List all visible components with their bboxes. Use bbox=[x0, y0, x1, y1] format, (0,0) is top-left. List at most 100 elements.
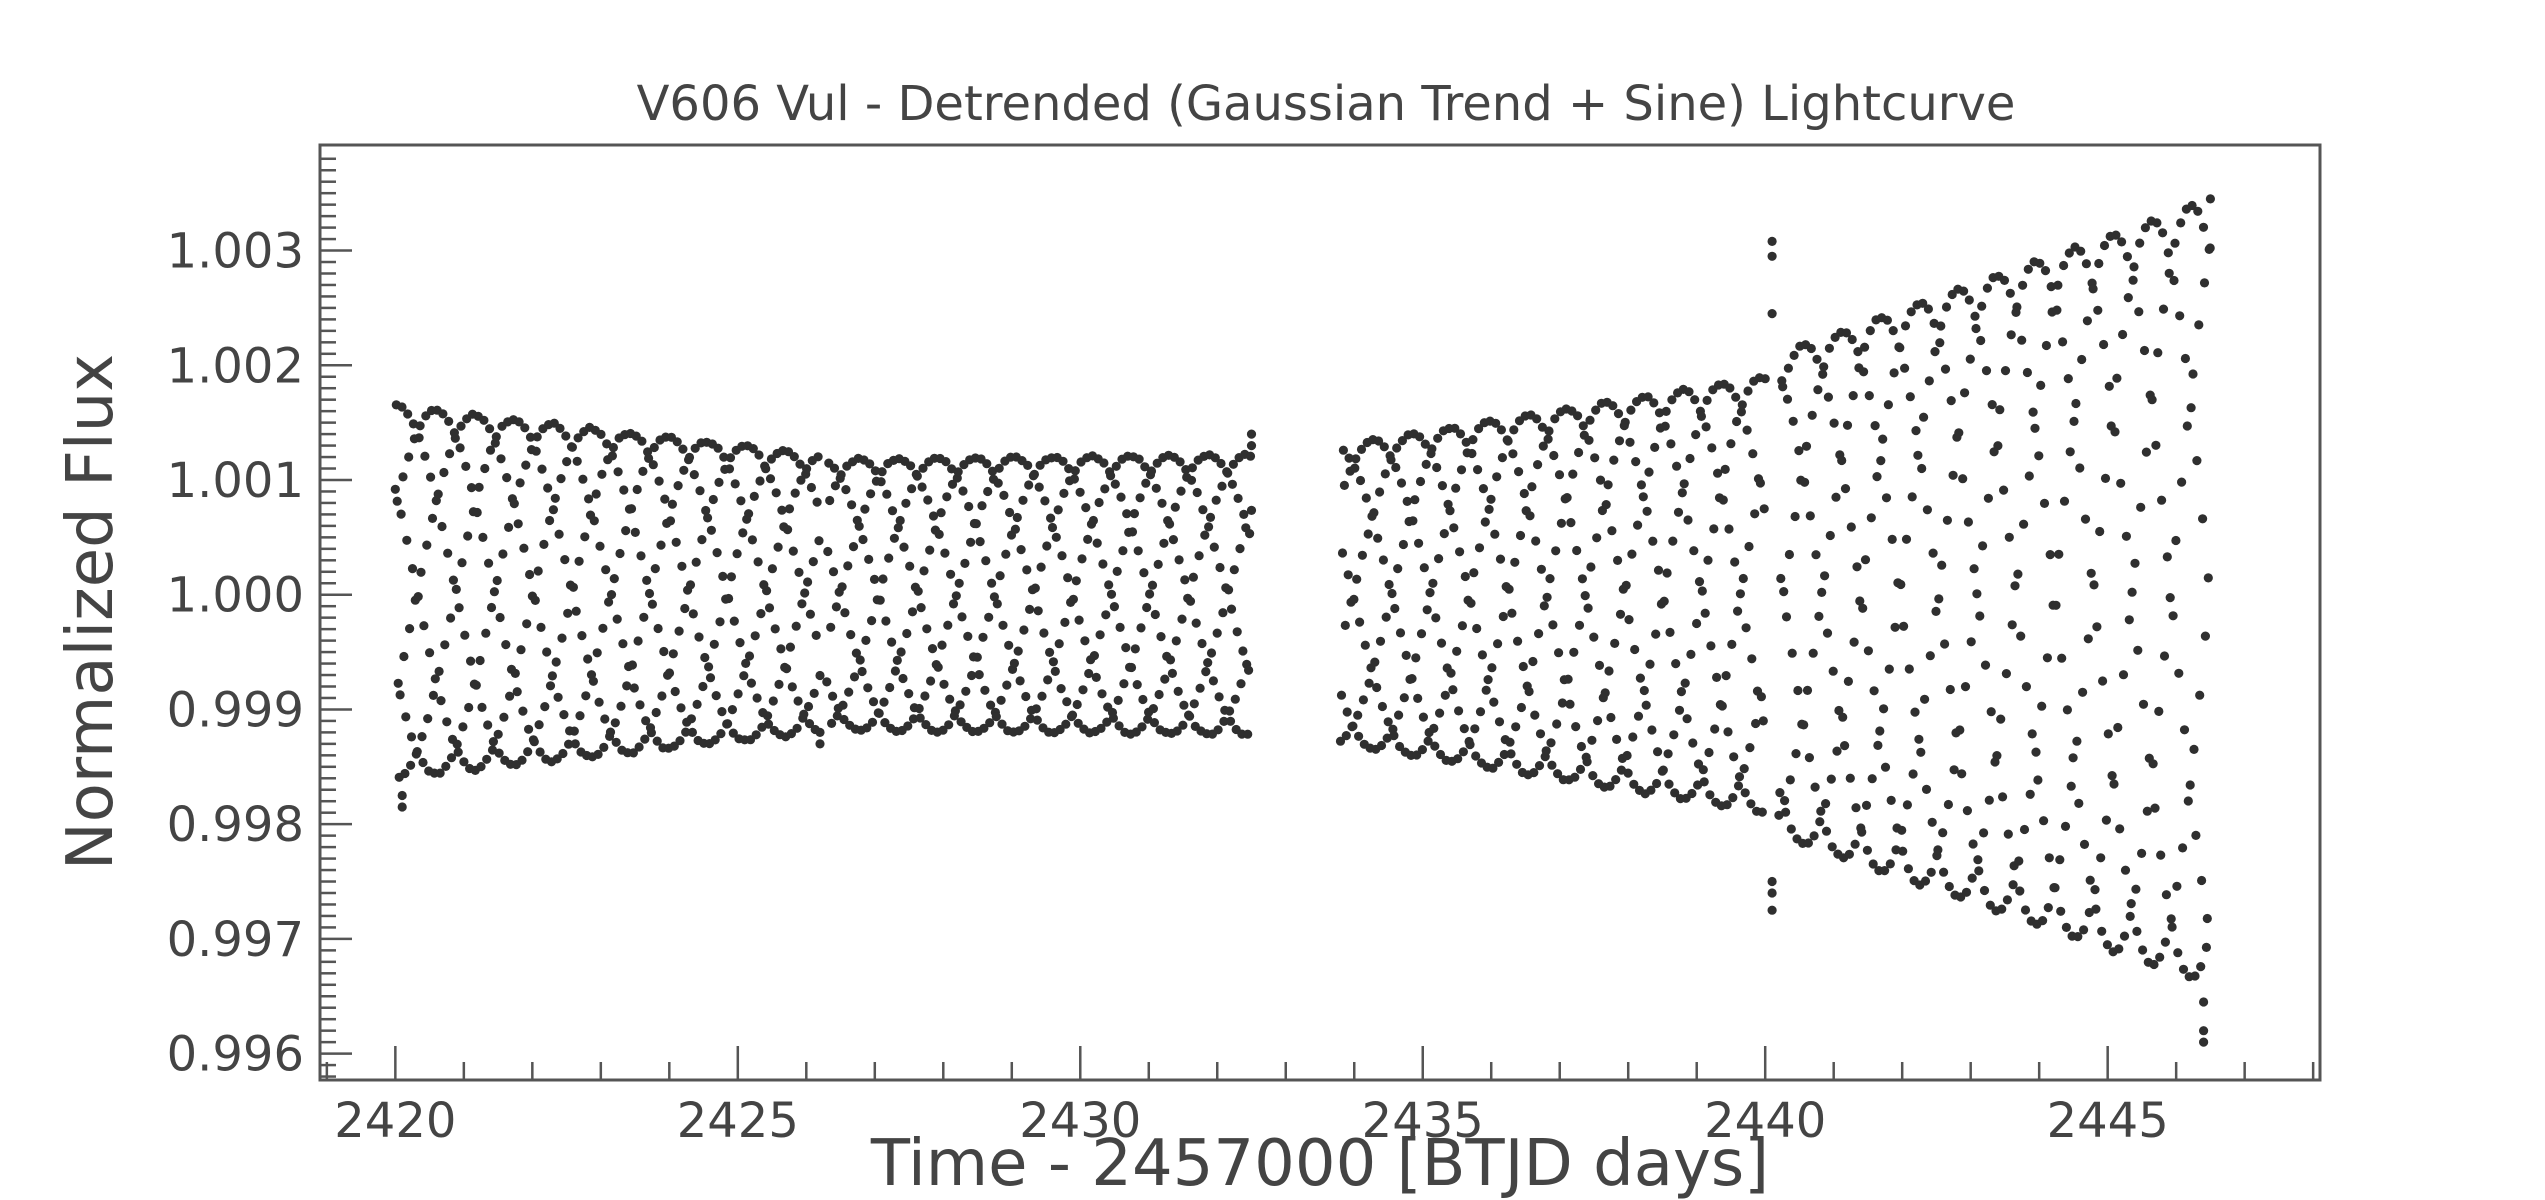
data-point bbox=[1758, 716, 1768, 726]
data-point bbox=[1918, 298, 1928, 308]
data-point bbox=[1920, 694, 1930, 704]
data-point bbox=[1748, 449, 1758, 459]
data-point bbox=[1970, 311, 1980, 321]
data-point bbox=[971, 519, 981, 529]
data-point bbox=[1245, 451, 1256, 461]
data-point bbox=[714, 477, 724, 487]
data-point bbox=[1355, 617, 1365, 627]
data-point bbox=[2200, 631, 2210, 641]
data-point bbox=[1615, 609, 1626, 619]
data-point bbox=[1387, 588, 1397, 599]
data-point bbox=[1539, 601, 1549, 611]
data-point bbox=[1335, 736, 1346, 746]
data-point bbox=[665, 516, 676, 526]
data-point bbox=[1821, 799, 1831, 809]
data-point bbox=[1793, 685, 1803, 696]
data-point bbox=[1370, 657, 1380, 667]
data-point bbox=[1516, 702, 1526, 713]
data-point bbox=[885, 682, 895, 693]
data-point bbox=[2001, 669, 2011, 679]
data-point bbox=[2012, 302, 2022, 312]
data-point bbox=[1337, 548, 1348, 558]
data-point bbox=[629, 683, 639, 693]
data-point bbox=[1378, 555, 1388, 565]
data-point bbox=[1884, 664, 1894, 674]
data-point bbox=[1587, 735, 1597, 745]
data-point bbox=[1206, 648, 1217, 658]
data-point bbox=[1062, 697, 1072, 707]
data-point bbox=[1860, 342, 1870, 352]
data-point bbox=[1923, 304, 1933, 314]
data-point bbox=[2013, 569, 2023, 579]
data-point bbox=[865, 459, 875, 469]
data-point bbox=[569, 726, 579, 736]
data-point bbox=[953, 467, 963, 477]
data-point bbox=[559, 710, 569, 720]
data-point bbox=[1024, 480, 1034, 490]
data-point bbox=[1047, 522, 1058, 533]
data-point bbox=[966, 537, 976, 547]
data-point bbox=[1676, 687, 1686, 697]
data-points bbox=[390, 194, 2215, 1047]
data-point bbox=[525, 569, 535, 580]
data-point bbox=[2127, 587, 2137, 597]
data-point bbox=[1354, 731, 1364, 741]
x-tick-label: 2430 bbox=[1019, 1093, 1141, 1149]
data-point bbox=[1665, 627, 1675, 638]
data-point bbox=[1961, 887, 1972, 897]
data-point bbox=[433, 489, 443, 499]
data-point bbox=[649, 442, 659, 453]
data-point bbox=[560, 555, 570, 565]
data-point bbox=[1905, 392, 1915, 402]
data-point bbox=[812, 497, 822, 507]
y-tick-label: 0.997 bbox=[167, 912, 304, 968]
data-point bbox=[899, 542, 909, 552]
data-point bbox=[991, 712, 1001, 722]
data-point bbox=[445, 449, 455, 459]
data-point bbox=[1721, 671, 1731, 681]
data-point bbox=[713, 443, 723, 453]
data-point bbox=[730, 479, 740, 489]
data-point bbox=[498, 549, 508, 559]
data-point bbox=[2063, 374, 2073, 384]
data-point bbox=[418, 757, 428, 768]
data-point bbox=[882, 489, 892, 499]
data-point bbox=[1977, 301, 1987, 311]
data-point bbox=[2176, 218, 2186, 228]
data-point bbox=[1963, 517, 1973, 527]
data-point bbox=[667, 499, 678, 509]
data-point bbox=[2083, 634, 2093, 644]
data-point bbox=[1703, 555, 1713, 565]
data-point bbox=[1165, 655, 1176, 665]
data-point bbox=[646, 728, 657, 738]
data-point bbox=[1964, 295, 1974, 305]
data-point bbox=[1243, 729, 1253, 739]
data-point bbox=[738, 528, 748, 538]
data-point bbox=[1411, 653, 1421, 663]
data-point bbox=[2055, 855, 2065, 865]
data-point bbox=[457, 558, 467, 568]
data-point bbox=[1148, 704, 1158, 714]
data-point bbox=[1692, 618, 1702, 629]
data-point bbox=[2051, 600, 2061, 610]
data-point bbox=[838, 700, 848, 710]
data-point bbox=[710, 735, 720, 745]
data-point bbox=[2045, 550, 2055, 560]
data-point bbox=[1106, 471, 1116, 481]
data-point bbox=[1111, 461, 1121, 471]
data-point bbox=[1004, 640, 1014, 650]
data-point bbox=[1789, 350, 1799, 360]
data-point bbox=[1448, 685, 1458, 695]
data-point bbox=[675, 736, 685, 746]
data-point bbox=[436, 696, 446, 706]
data-point bbox=[2194, 320, 2204, 330]
data-point bbox=[2104, 381, 2114, 391]
data-point bbox=[458, 722, 468, 732]
data-point bbox=[1071, 576, 1081, 586]
data-point bbox=[985, 718, 995, 728]
x-axis-ticks: 2420 2425 2430 2435 2440 2445 bbox=[325, 1046, 2315, 1149]
data-point bbox=[938, 725, 948, 735]
data-point bbox=[2150, 803, 2160, 813]
data-point bbox=[1913, 450, 1923, 460]
